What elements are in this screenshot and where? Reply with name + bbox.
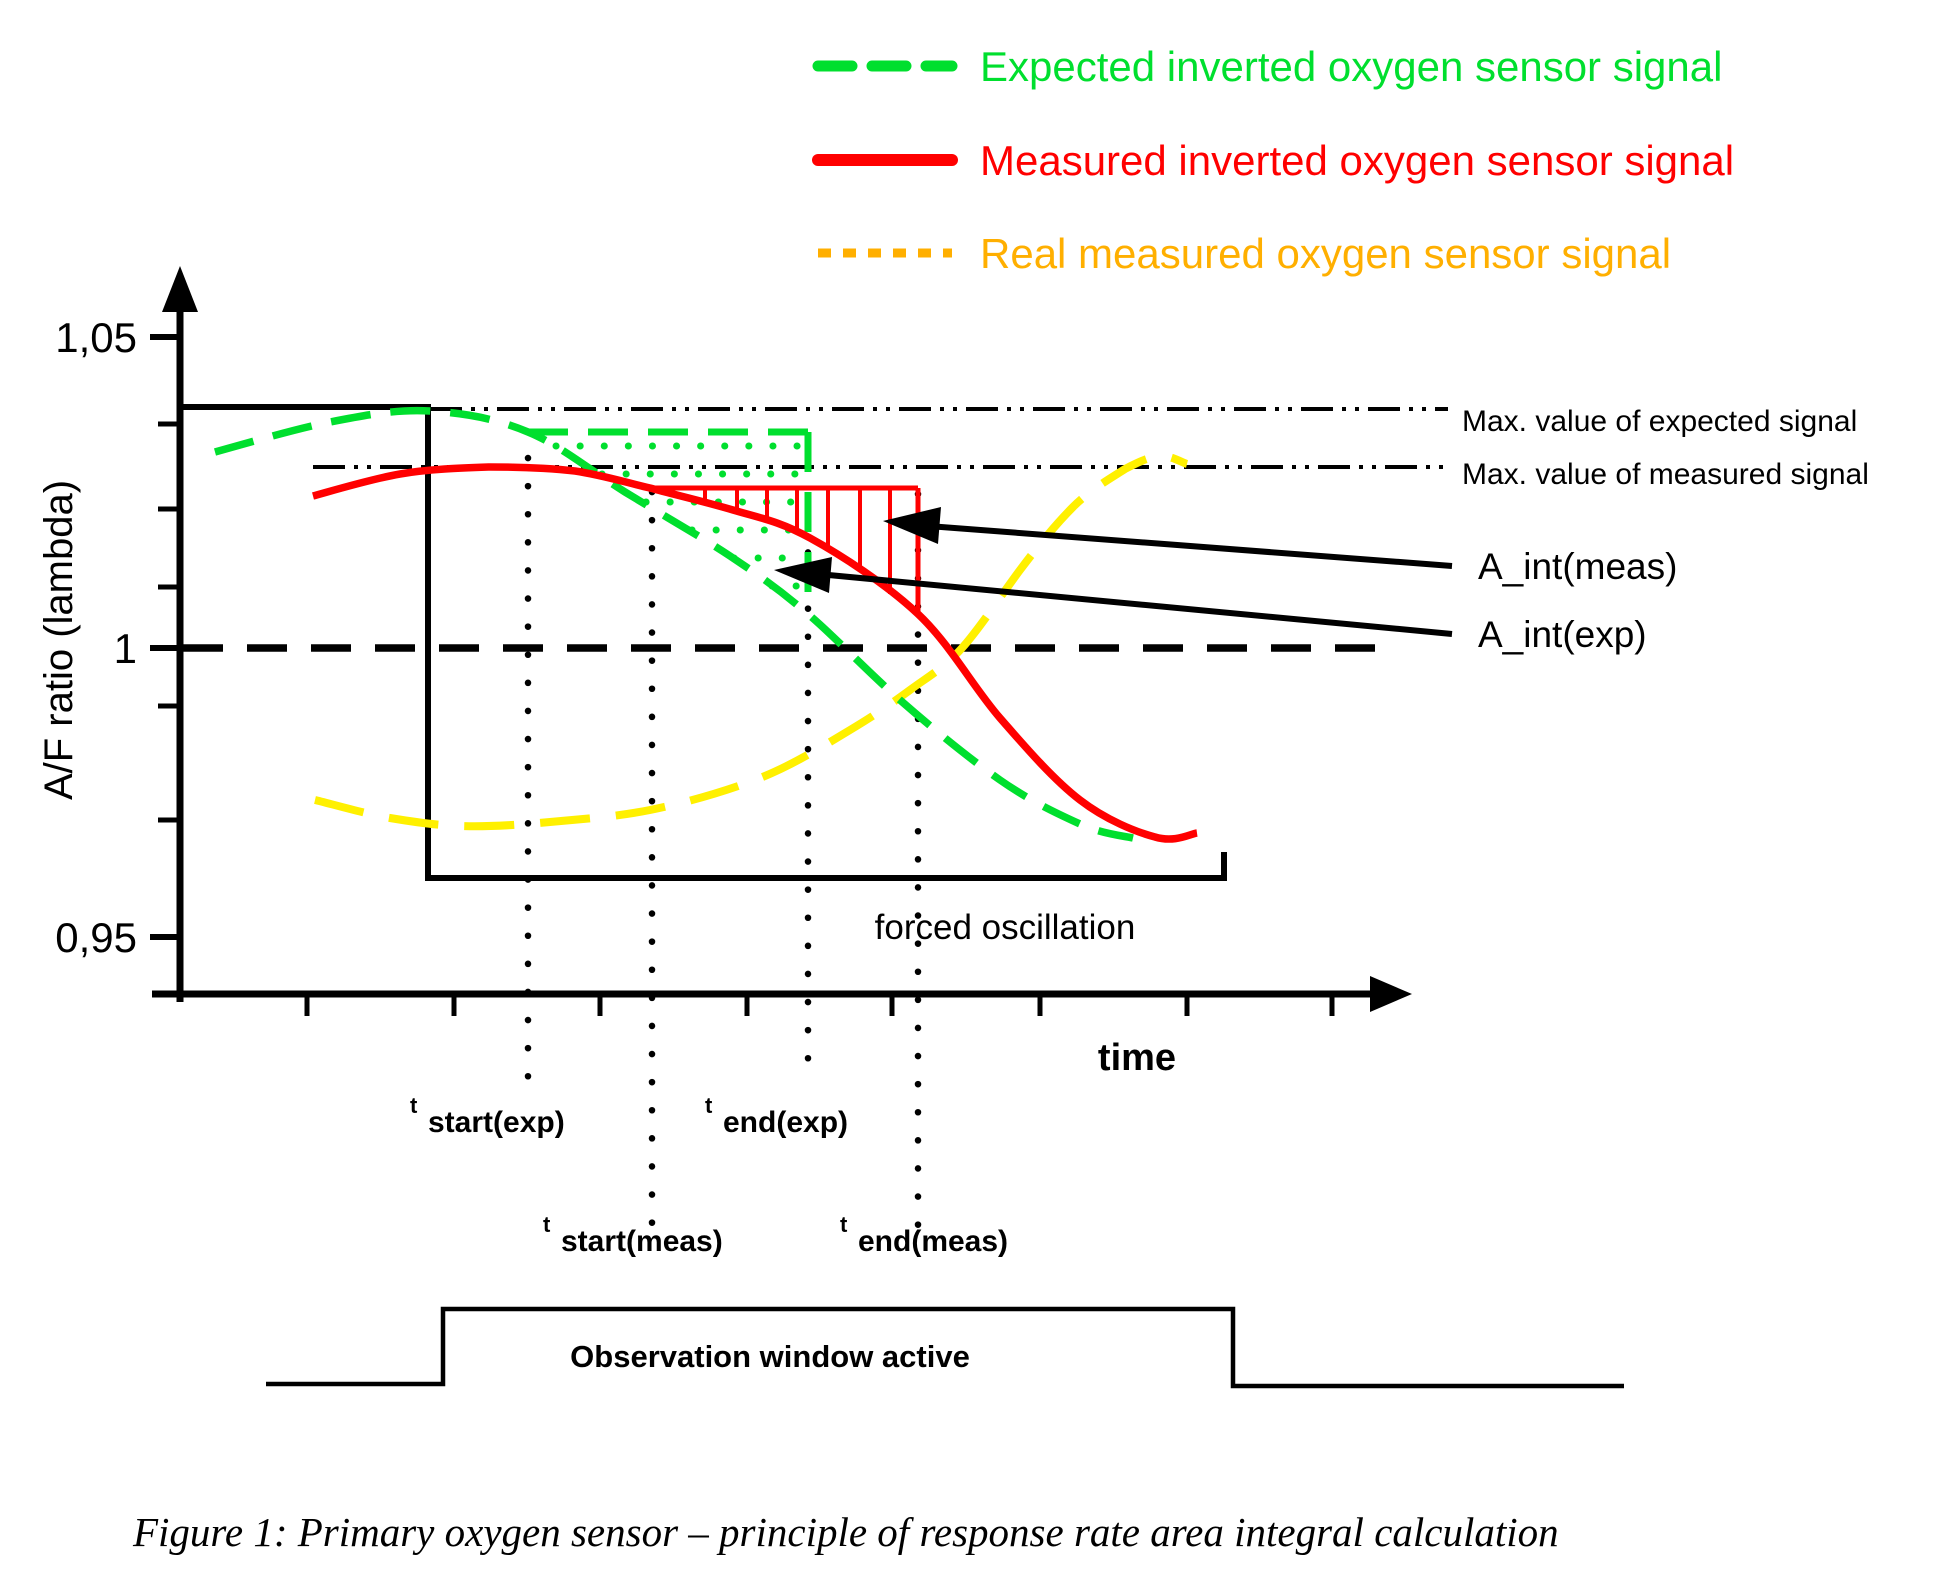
svg-text:start(meas): start(meas) — [561, 1225, 723, 1258]
max-expected-label: Max. value of expected signal — [1462, 405, 1857, 438]
svg-text:t: t — [543, 1212, 551, 1237]
figure-caption: Figure 1: Primary oxygen sensor – princi… — [132, 1509, 1559, 1555]
max-measured-label: Max. value of measured signal — [1462, 458, 1869, 491]
a-int-meas-arrowhead-icon — [883, 507, 941, 544]
a-int-exp-arrow — [774, 557, 1453, 637]
observation-window-wave — [266, 1306, 1624, 1389]
y-tick-1: 1 — [114, 625, 137, 672]
y-axis-arrow-icon — [162, 266, 198, 312]
legend: Expected inverted oxygen sensor signal M… — [812, 43, 1734, 277]
legend-label-measured: Measured inverted oxygen sensor signal — [980, 137, 1734, 184]
y-axis — [150, 266, 198, 1002]
y-axis-title: A/F ratio (lambda) — [37, 480, 81, 800]
t-marker-lines — [524, 436, 922, 1252]
x-axis-title: time — [1098, 1037, 1176, 1079]
svg-text:end(exp): end(exp) — [723, 1106, 848, 1139]
legend-label-expected: Expected inverted oxygen sensor signal — [980, 43, 1722, 90]
y-tick-1-05: 1,05 — [55, 314, 137, 361]
svg-text:t: t — [840, 1212, 848, 1237]
t-start-exp-label: t start(exp) — [410, 1093, 565, 1139]
y-axis-minor-ticks — [158, 421, 183, 823]
y-axis-major-ticks — [150, 334, 183, 940]
real-measured-curve — [314, 451, 1189, 831]
t-end-meas-label: t end(meas) — [840, 1212, 1008, 1258]
a-int-meas-arrow — [883, 507, 1453, 569]
a-int-meas-label: A_int(meas) — [1478, 546, 1677, 587]
expected-inverted-curve — [214, 406, 1134, 842]
x-axis — [152, 976, 1412, 1016]
forced-oscillation-wave — [180, 404, 1227, 881]
t-end-exp-label: t end(exp) — [705, 1093, 848, 1139]
x-axis-ticks — [304, 996, 1335, 1016]
svg-text:start(exp): start(exp) — [428, 1106, 565, 1139]
svg-text:t: t — [410, 1093, 418, 1118]
legend-label-real: Real measured oxygen sensor signal — [980, 230, 1671, 277]
svg-text:end(meas): end(meas) — [858, 1225, 1008, 1258]
svg-text:t: t — [705, 1093, 713, 1118]
a-int-exp-arrowhead-icon — [774, 557, 832, 593]
observation-window-label: Observation window active — [570, 1339, 970, 1374]
y-tick-0-95: 0,95 — [55, 914, 137, 961]
a-int-exp-label: A_int(exp) — [1478, 614, 1647, 655]
t-start-meas-label: t start(meas) — [543, 1212, 723, 1258]
x-axis-arrow-icon — [1370, 976, 1412, 1012]
measured-inverted-curve — [312, 463, 1198, 843]
forced-oscillation-label: forced oscillation — [875, 908, 1136, 947]
